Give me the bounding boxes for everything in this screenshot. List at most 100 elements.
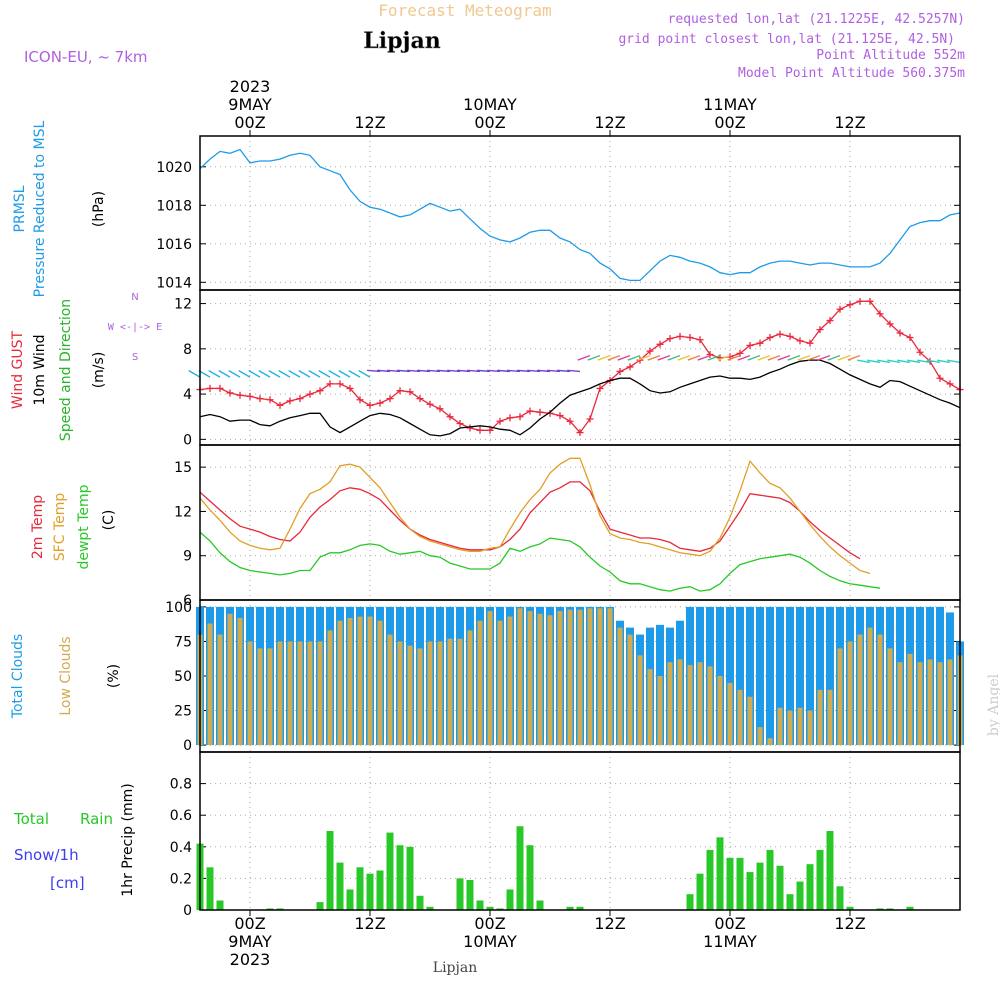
low-cloud-bar [717,676,723,746]
wind-direction-arrow [757,354,771,361]
low-cloud-bar [687,664,693,746]
low-cloud-bar [447,638,453,746]
y-tick-label: 1020 [156,160,192,176]
y-tick-label: 0.6 [170,808,192,824]
wind-direction-arrow [907,359,921,364]
wind-direction-arrow [947,359,961,364]
wind-direction-arrow [587,354,601,361]
low-cloud-bar [887,648,893,746]
wind-direction-arrow [677,354,691,361]
y-tick-label: 50 [174,669,192,685]
low-cloud-bar [857,634,863,746]
y-tick-label: 4 [183,387,192,403]
panel-frame [199,289,961,446]
rain-bar [326,831,334,910]
gust-marker [906,334,914,342]
low-cloud-bar [227,613,233,746]
low-cloud-bar [557,611,563,746]
total-cloud-bar [736,606,744,746]
low-cloud-bar [937,662,943,746]
wind-direction-arrow [807,354,821,361]
precip-label-rain: Rain [80,810,113,828]
rain-bar [796,881,804,910]
top-time-label: 00Z [714,113,745,132]
pressure-label-2: Pressure Reduced to MSL [32,120,48,297]
low-cloud-bar [647,669,653,746]
cloud-label-2: Low Clouds [58,636,74,715]
low-cloud-bar [337,620,343,746]
cloud-label-1: Total Clouds [10,634,26,719]
low-cloud-bar [367,616,373,746]
wind-direction-arrow [218,370,231,378]
low-cloud-bar [217,634,223,746]
y-tick-label: 12 [174,297,192,313]
wind-direction-arrow [827,354,841,361]
gust-marker [666,335,674,343]
rain-bar [356,867,364,910]
wind-direction-arrow [787,354,801,361]
bottom-time-label: 2023 [230,950,271,969]
wind-direction-arrow [867,359,881,364]
precip-unit: 1hr Precip (mm) [120,783,136,896]
top-time-label: 12Z [834,113,865,132]
wind-labels: Wind GUST 10m Wind Speed and Direction (… [10,292,162,441]
gust-marker [406,388,414,396]
cloud-labels: Total Clouds Low Clouds (%) [10,634,122,719]
wind-direction-arrow [338,370,351,378]
wind-direction-arrow [268,370,281,378]
gust-marker [486,426,494,434]
gust-marker [886,320,894,328]
temp-label-1: 2m Temp [30,495,46,559]
info-line-1: requested lon,lat (21.1225E, 42.5257N) [668,12,965,27]
rain-bar [486,906,494,910]
top-time-label: 12Z [594,113,625,132]
series-line [199,148,961,282]
gust-marker [876,310,884,318]
location-title: Lipjan [363,28,440,54]
wind-direction-arrow [747,354,761,361]
gust-marker [756,339,764,347]
rain-bar [456,878,464,910]
low-cloud-bar [507,616,513,746]
info-line-2: grid point closest lon,lat (21.125E, 42.… [618,32,955,47]
info-line-4: Model Point Altitude 560.375m [738,66,965,81]
low-cloud-bar [417,648,423,746]
rain-bar [826,831,834,910]
y-tick-label: 25 [174,704,192,720]
total-cloud-bar [826,606,834,746]
wind-direction-arrow [328,370,341,378]
y-tick-label: 0 [183,432,192,448]
gust-marker [276,401,284,409]
panel-precipitation [196,751,961,911]
wind-direction-arrow [476,369,491,373]
low-cloud-bar [917,662,923,746]
gust-marker [356,396,364,404]
gust-marker [466,424,474,432]
gust-marker [416,395,424,403]
low-cloud-bar [767,738,773,746]
chart-title: Forecast Meteogram [378,1,551,20]
rain-bar [806,864,814,910]
gust-marker [386,395,394,403]
low-cloud-bar [807,710,813,746]
low-cloud-bar [477,620,483,746]
cloud-unit: (%) [106,664,122,688]
wind-direction-arrow [456,369,471,373]
wind-direction-arrow [248,370,261,378]
wind-direction-arrow [446,369,461,373]
wind-direction-arrow [917,359,931,364]
low-cloud-bar [607,608,613,746]
wind-direction-arrow [927,359,941,364]
low-cloud-bar [787,710,793,746]
gust-marker [626,363,634,371]
y-tick-label: 15 [174,460,192,476]
low-cloud-bar [377,620,383,746]
gust-marker [766,334,774,342]
wind-direction-arrow [647,354,661,361]
low-cloud-bar [457,638,463,746]
precip-labels: Total Rain Snow/1h [cm] 1hr Precip (mm) [13,783,136,896]
rain-bar [756,862,764,910]
panel-frame [199,751,961,911]
low-cloud-bar [277,641,283,746]
wind-direction-arrow [597,354,611,361]
